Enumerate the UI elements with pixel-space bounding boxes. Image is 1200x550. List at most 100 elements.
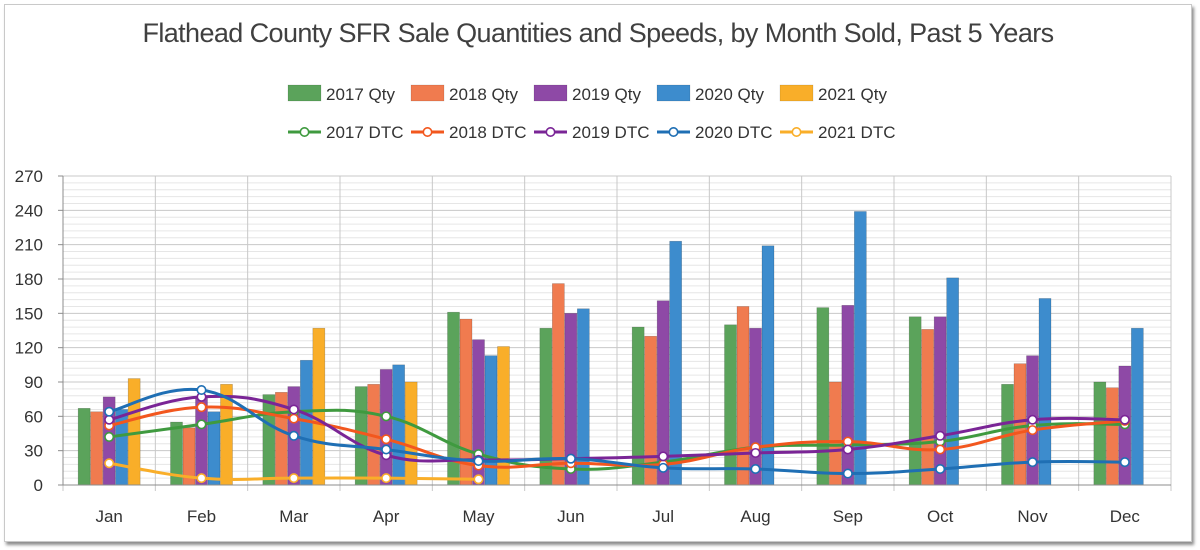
- y-tick-label: 120: [15, 339, 43, 358]
- x-tick-label: Sep: [833, 507, 863, 526]
- bar: [631, 326, 645, 486]
- line-point: [104, 431, 115, 442]
- legend-swatch-bar: [656, 84, 691, 102]
- bar: [908, 316, 922, 486]
- bar: [539, 327, 553, 486]
- y-tick-label: 0: [34, 476, 43, 495]
- line-point: [196, 473, 207, 484]
- bar: [552, 283, 565, 486]
- axes-layer: 0 30 60 90 120 150 180 210 240 270 Jan Feb Mar Apr May…: [15, 167, 1171, 526]
- line-point: [565, 453, 576, 464]
- legend-label: 2017 Qty: [326, 85, 395, 104]
- line-point: [935, 430, 946, 441]
- line-point: [381, 444, 392, 455]
- legend-swatch-bar: [287, 84, 322, 102]
- x-tick-label: May: [462, 507, 495, 526]
- legend-swatch-point: [545, 127, 556, 138]
- line-point: [473, 455, 484, 466]
- line-point: [288, 430, 299, 441]
- bar: [921, 329, 934, 486]
- bar: [1106, 387, 1119, 486]
- series-line: [107, 394, 1127, 463]
- legend-swatch-bar: [533, 84, 568, 102]
- line-point: [658, 451, 669, 462]
- line-point: [1119, 414, 1130, 425]
- x-tick-label: Jun: [557, 507, 584, 526]
- x-tick-label: Aug: [740, 507, 770, 526]
- bar: [404, 381, 418, 486]
- legend-label: 2021 Qty: [818, 85, 887, 104]
- line-point: [288, 404, 299, 415]
- y-tick-label: 180: [15, 270, 43, 289]
- line-point: [842, 468, 853, 479]
- line-point: [1027, 414, 1038, 425]
- y-tick-label: 270: [15, 167, 43, 186]
- x-tick-label: Nov: [1017, 507, 1048, 526]
- chart-title: Flathead County SFR Sale Quantities and …: [142, 18, 1054, 48]
- series-line: [107, 405, 1127, 469]
- series-line: [107, 408, 1127, 471]
- bar: [724, 324, 737, 486]
- x-tick-label: Apr: [373, 507, 400, 526]
- y-tick-label: 240: [15, 201, 43, 220]
- bar: [354, 386, 368, 486]
- x-tick-label: Jul: [652, 507, 674, 526]
- grid-lines: [62, 175, 1172, 491]
- line-point: [104, 458, 115, 469]
- bar: [90, 411, 103, 486]
- line-point: [196, 419, 207, 430]
- legend-label: 2021 DTC: [818, 123, 895, 142]
- legend-label: 2020 DTC: [695, 123, 772, 142]
- legend-label: 2018 Qty: [449, 85, 518, 104]
- y-tick-label: 150: [15, 304, 43, 323]
- legend-swatch-point: [299, 127, 310, 138]
- bar: [829, 381, 842, 486]
- y-tick-label: 90: [24, 373, 43, 392]
- bar: [1093, 381, 1107, 486]
- bar: [392, 364, 405, 486]
- y-tick-label: 210: [15, 236, 43, 255]
- bar: [497, 346, 510, 486]
- bar: [1013, 363, 1027, 486]
- y-tick-label: 30: [24, 442, 43, 461]
- legend-label: 2019 DTC: [572, 123, 649, 142]
- line-point: [935, 444, 946, 455]
- x-tick-label: Jan: [95, 507, 122, 526]
- line-point: [473, 474, 484, 485]
- line-point: [381, 473, 392, 484]
- legend: 2017 Qty 2018 Qty 2019 Qty 2020 Qty 2021 Qty…: [287, 84, 895, 142]
- line-point: [658, 462, 669, 473]
- line-point: [104, 406, 115, 417]
- legend-swatch-bar: [410, 84, 445, 102]
- bar: [669, 240, 682, 486]
- line-point: [104, 414, 115, 425]
- x-tick-label: Mar: [279, 507, 309, 526]
- line-point: [1119, 457, 1130, 468]
- x-tick-label: Dec: [1110, 507, 1141, 526]
- line-point: [842, 436, 853, 447]
- bar: [262, 394, 276, 486]
- legend-label: 2019 Qty: [572, 85, 641, 104]
- legend-swatch-point: [422, 127, 433, 138]
- bar: [816, 307, 830, 486]
- x-tick-label: Feb: [187, 507, 216, 526]
- bar: [841, 305, 855, 486]
- y-tick-label: 60: [24, 407, 43, 426]
- x-tick-label: Oct: [927, 507, 954, 526]
- line-point: [1027, 457, 1038, 468]
- legend-label: 2018 DTC: [449, 123, 526, 142]
- line-point: [935, 463, 946, 474]
- line-point: [288, 473, 299, 484]
- bar: [761, 245, 775, 486]
- bar: [749, 327, 762, 486]
- line-point: [196, 402, 207, 413]
- legend-swatch-bar: [779, 84, 814, 102]
- line-point: [750, 463, 761, 474]
- line-point: [196, 385, 207, 396]
- line-point: [381, 434, 392, 445]
- legend-swatch-point: [668, 127, 679, 138]
- bar: [1131, 327, 1144, 486]
- bar: [736, 306, 750, 486]
- line-point: [1027, 425, 1038, 436]
